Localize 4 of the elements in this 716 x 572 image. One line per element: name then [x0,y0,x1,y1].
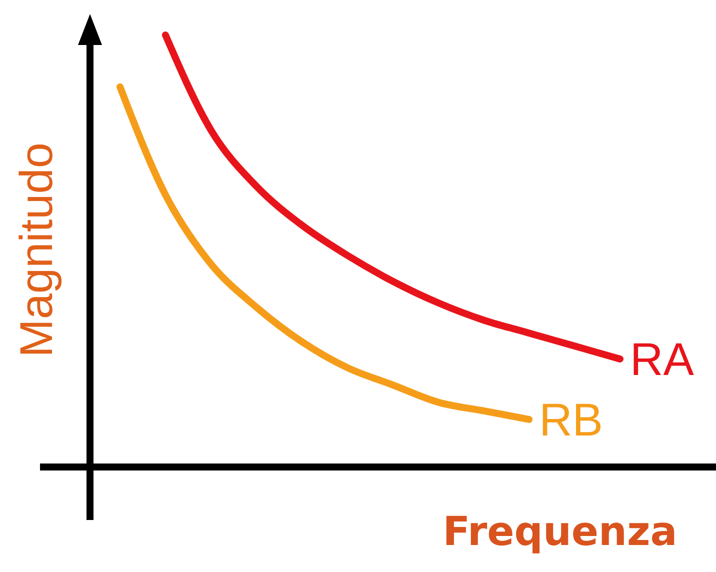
y-axis-title: Magnitudo [10,142,62,358]
series-label: RB [539,393,603,446]
series-label: RA [630,333,694,385]
x-axis-title: Frequenza [442,509,678,555]
